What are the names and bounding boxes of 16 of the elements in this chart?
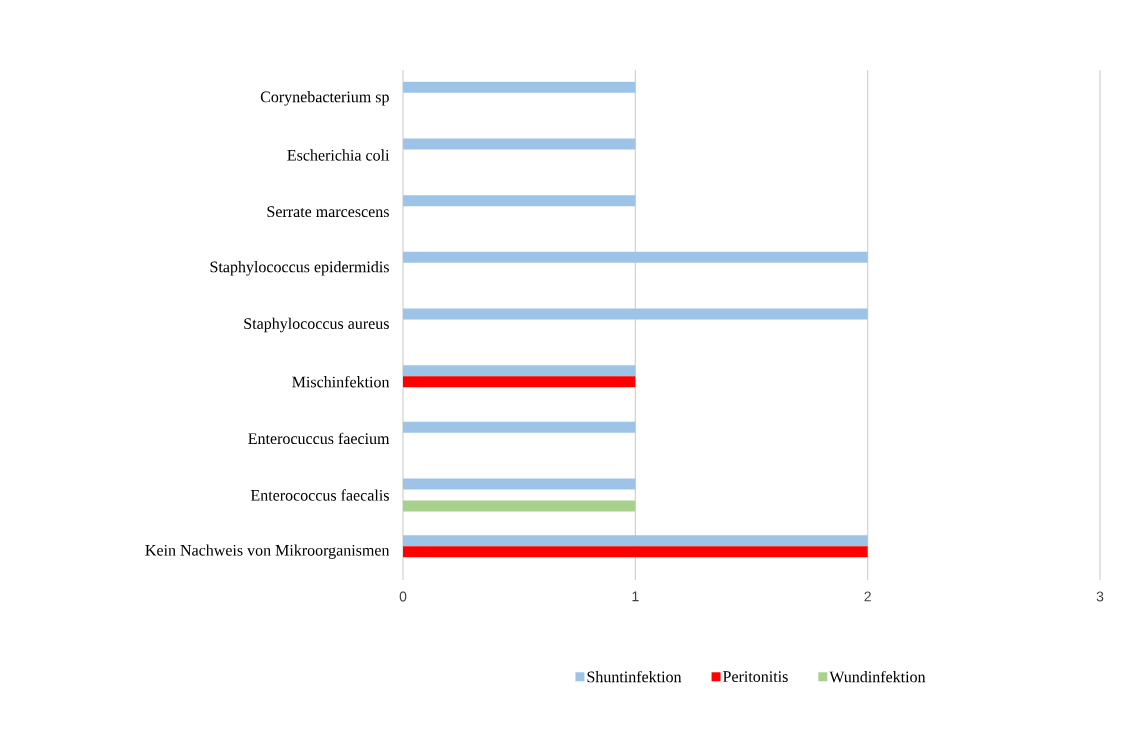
x-tick-label: 0 xyxy=(399,591,407,602)
y-tick-label: Mischinfektion xyxy=(292,375,390,388)
y-tick-label: Staphylococcus epidermidis xyxy=(210,261,389,276)
legend-label: Shuntinfektion xyxy=(587,670,682,683)
x-tick-label: 1 xyxy=(632,591,639,602)
x-tick-label: 3 xyxy=(1096,591,1104,602)
y-tick-label: Kein Nachweis von Mikroorganismen xyxy=(145,544,390,559)
y-tick-label: Serrate marcescens xyxy=(267,206,389,218)
y-tick-label: Staphylococcus aureus xyxy=(244,317,389,333)
y-tick-label: Corynebacterium sp xyxy=(260,91,389,106)
y-tick-label: Enterococcus faecalis xyxy=(250,489,389,501)
y-tick-label: Enterocuccus faecium xyxy=(248,432,390,445)
legend-label: Peritonitis xyxy=(723,671,788,682)
x-tick-label: 2 xyxy=(864,591,871,602)
legend-label: Wundinfektion xyxy=(829,670,926,683)
y-tick-label: Escherichia coli xyxy=(287,149,390,161)
